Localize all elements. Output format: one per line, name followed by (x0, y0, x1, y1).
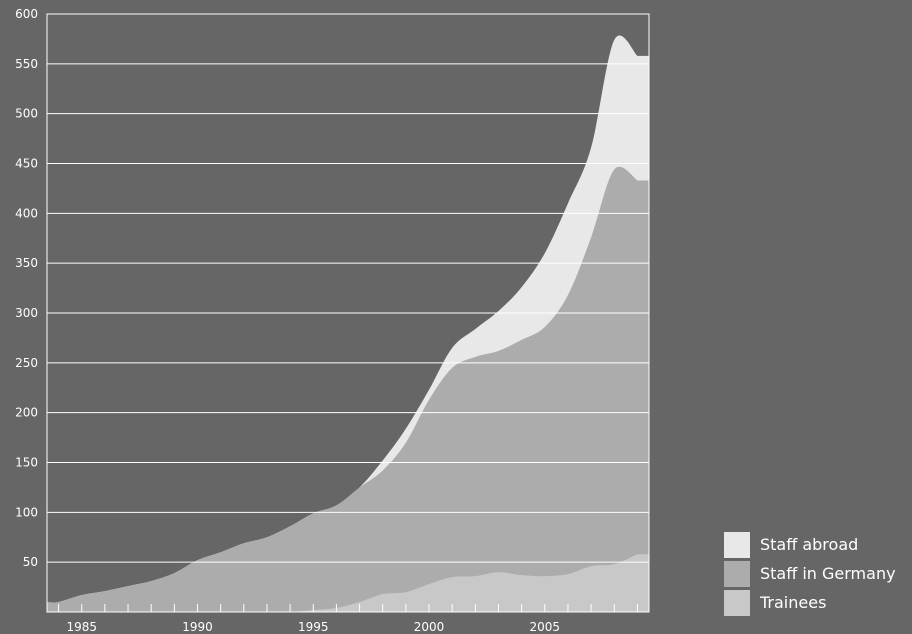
y-tick-label-600: 600 (15, 7, 38, 21)
y-tick-label-300: 300 (15, 306, 38, 320)
legend-label-staff-in-germany: Staff in Germany (760, 564, 896, 583)
legend-swatch-staff-abroad (724, 531, 750, 558)
x-tick-label-2005: 2005 (530, 620, 561, 634)
legend-swatch-staff-in-germany (724, 560, 750, 587)
y-tick-label-200: 200 (15, 406, 38, 420)
x-tick-label-1990: 1990 (182, 620, 213, 634)
legend-swatch-trainees (724, 589, 750, 616)
y-tick-label-450: 450 (15, 157, 38, 171)
plot-frame (46, 13, 650, 613)
area-trainees (47, 554, 649, 613)
legend: Staff abroad Staff in Germany Trainees (724, 530, 896, 617)
y-tick-label-100: 100 (15, 505, 38, 519)
area-series-group (47, 35, 649, 613)
y-tick-label-400: 400 (15, 206, 38, 220)
y-tick-label-550: 550 (15, 57, 38, 71)
legend-item-trainees: Trainees (724, 588, 896, 617)
y-tick-label-500: 500 (15, 107, 38, 121)
legend-label-staff-abroad: Staff abroad (760, 535, 859, 554)
x-tick-label-2000: 2000 (414, 620, 445, 634)
legend-label-trainees: Trainees (760, 593, 827, 612)
y-axis-ticks: 50 100 150 200 250 300 350 400 450 500 550 600 (15, 7, 38, 569)
y-tick-label-150: 150 (15, 456, 38, 470)
y-tick-label-250: 250 (15, 356, 38, 370)
legend-item-staff-abroad: Staff abroad (724, 530, 896, 559)
x-axis: 1985 1990 1995 2000 2005 (58, 604, 638, 634)
x-tick-label-1995: 1995 (298, 620, 329, 634)
legend-item-staff-in-germany: Staff in Germany (724, 559, 896, 588)
y-tick-label-350: 350 (15, 256, 38, 270)
y-tick-label-50: 50 (23, 555, 38, 569)
x-tick-label-1985: 1985 (66, 620, 97, 634)
area-staff-in-germany (47, 166, 649, 612)
